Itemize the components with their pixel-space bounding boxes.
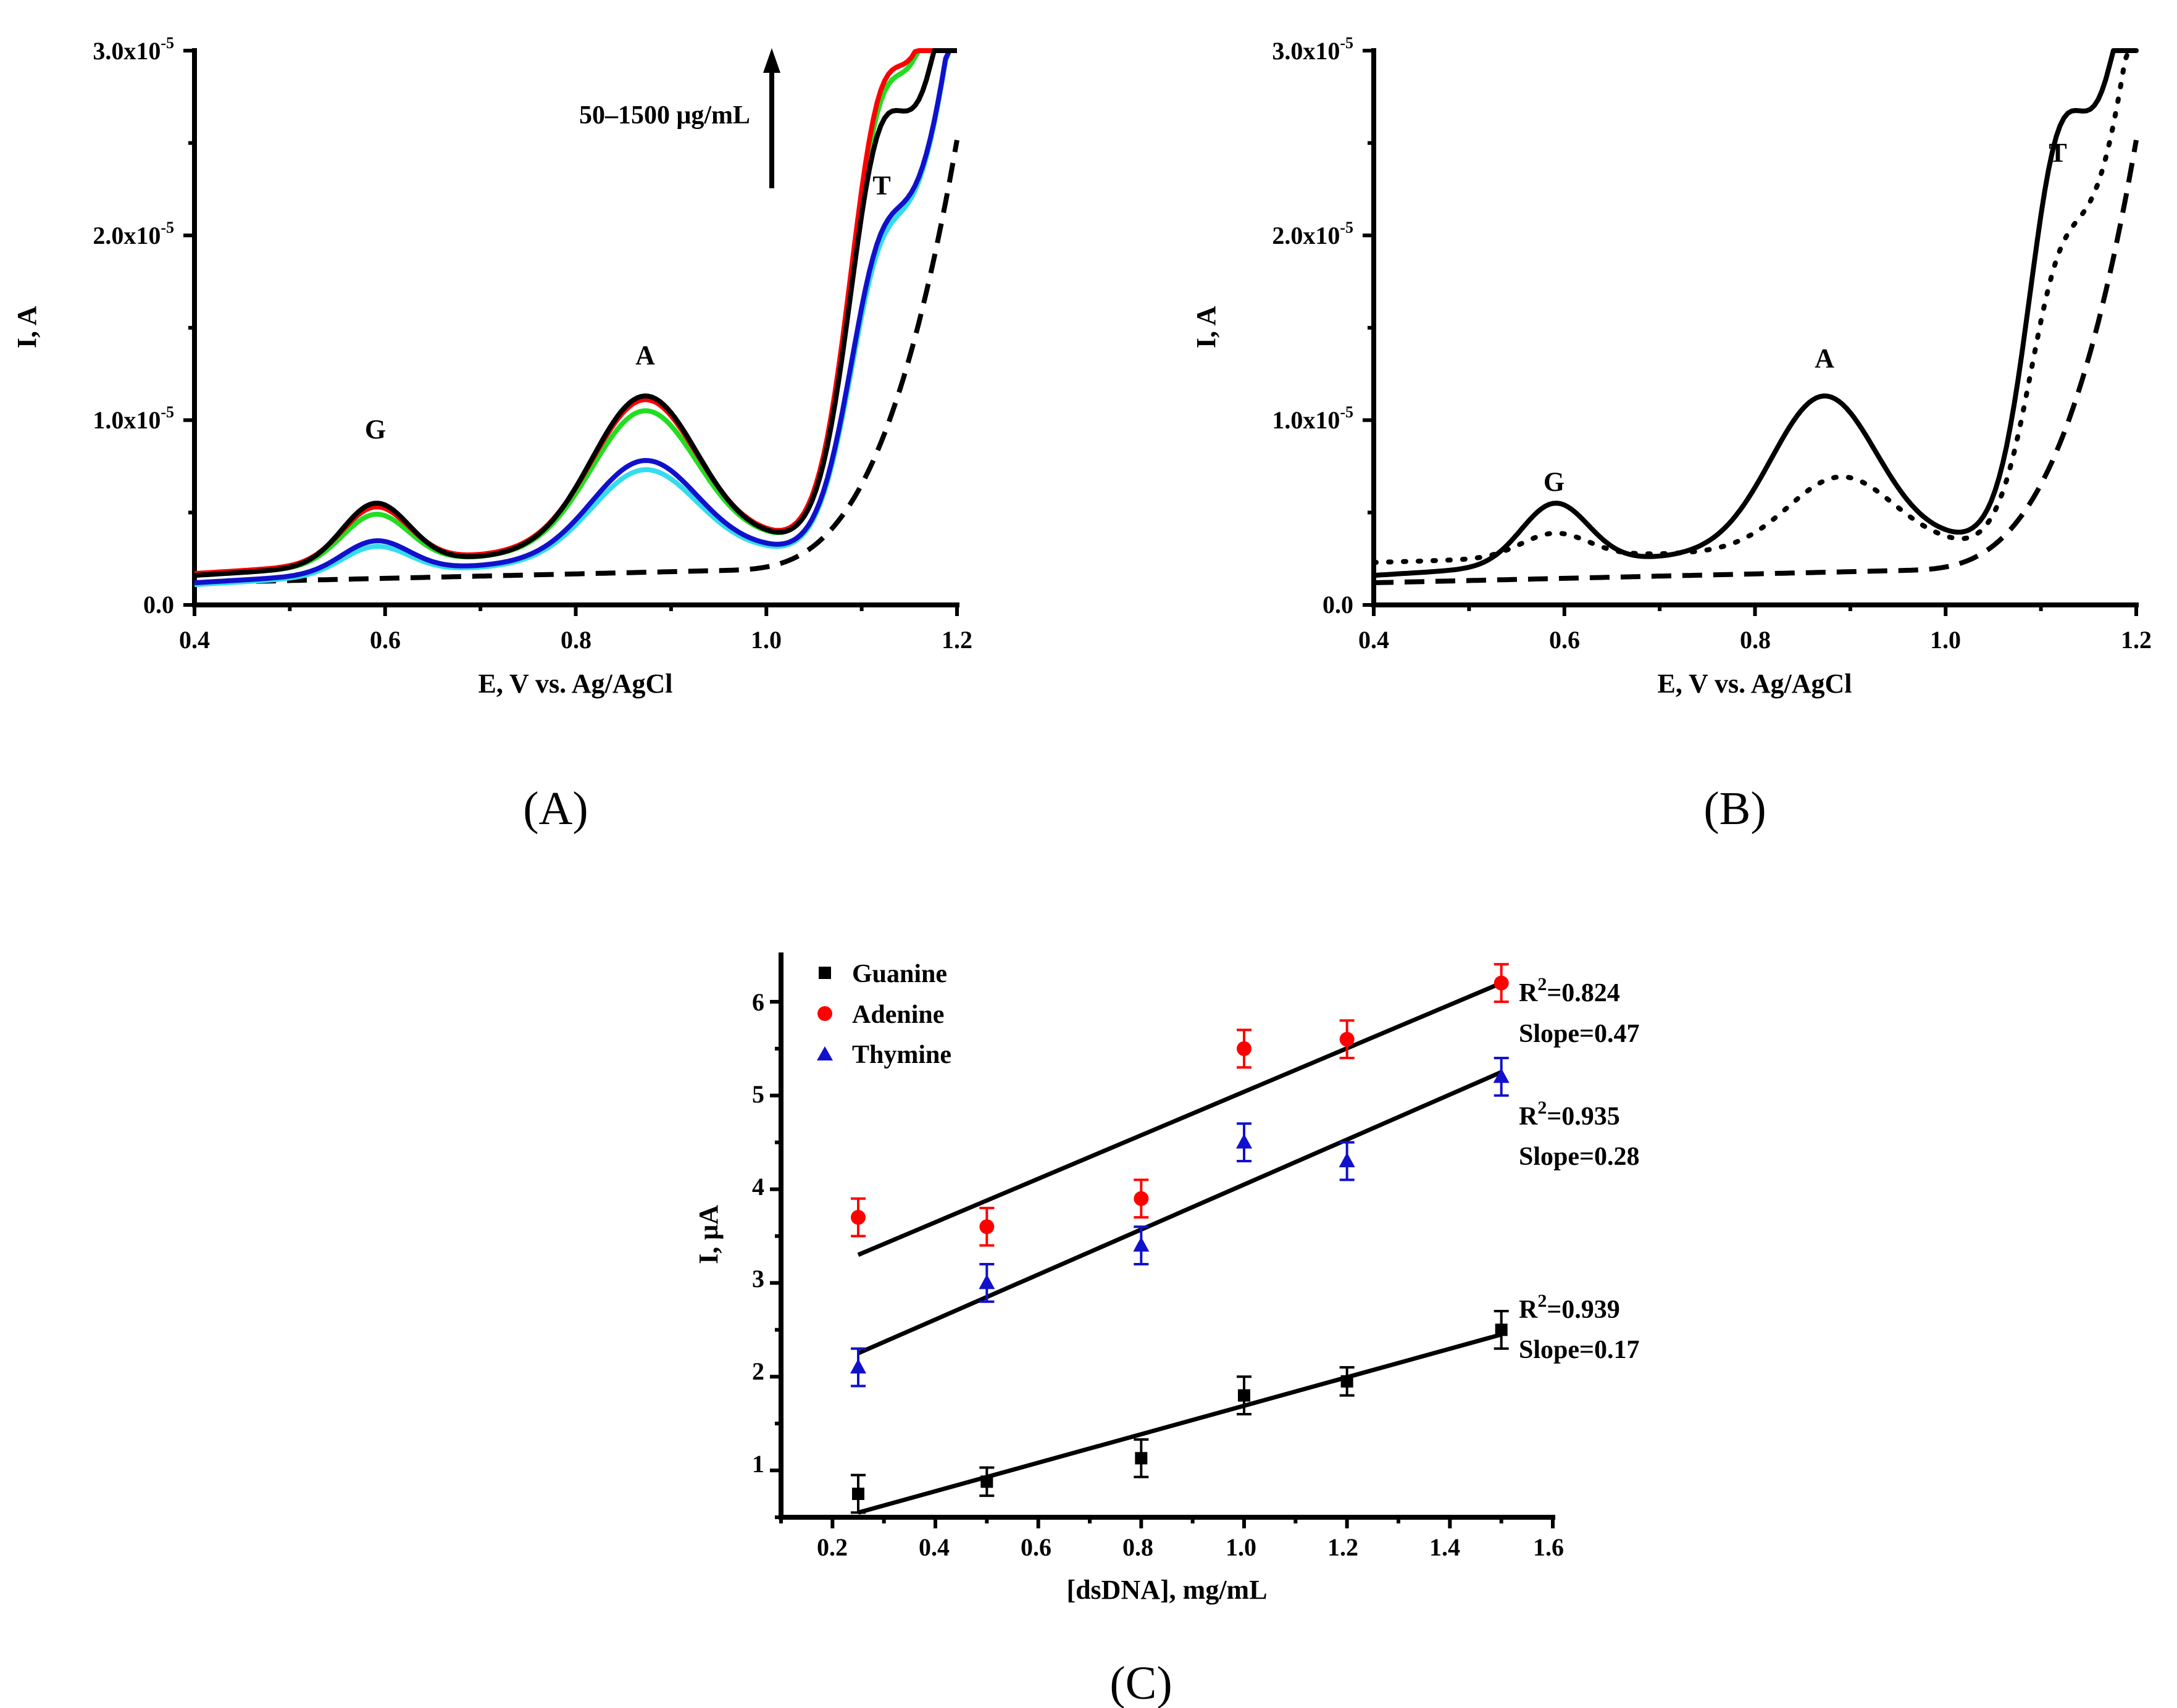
legend-thymine-marker-icon xyxy=(817,1046,833,1060)
panel-a-peak-t-label: T xyxy=(872,170,890,201)
panel-a-caption: (A) xyxy=(523,783,588,835)
adenine-point xyxy=(1339,1031,1355,1047)
panel-b-xtick-2: 0.8 xyxy=(1740,626,1771,654)
panel-a-curve-cyan xyxy=(194,48,957,588)
panel-c-x-label: [dsDNA], mg/mL xyxy=(1066,1575,1267,1605)
panel-b-peak-t-label: T xyxy=(2049,138,2066,168)
panel-a-curve-blank xyxy=(194,140,959,586)
panel-b-chart: 0.0 1.0x10-5 2.0x10-5 3.0x10-5 0.4 0.6 0… xyxy=(1191,34,2152,835)
panel-c-ytick-6: 6 xyxy=(752,988,764,1016)
panel-b-xtick-4: 1.2 xyxy=(2121,626,2152,654)
guanine-point xyxy=(1495,1323,1508,1336)
guanine-point xyxy=(1135,1452,1148,1465)
panel-c-caption: (C) xyxy=(1109,1657,1172,1708)
legend-guanine-marker-icon xyxy=(819,967,831,979)
panel-c-y-label: I, μA xyxy=(693,1205,724,1264)
panel-a-curve-black xyxy=(194,48,957,578)
guanine-point xyxy=(852,1488,864,1501)
thymine-slope-annotation: Slope=0.28 xyxy=(1519,1143,1639,1171)
thymine-point xyxy=(1339,1152,1355,1168)
panel-b-curve-solid xyxy=(1373,48,2136,578)
adenine-point xyxy=(1237,1041,1251,1056)
adenine-r2-annotation: R2=0.824 xyxy=(1519,974,1620,1007)
panel-a-y-label: I, A xyxy=(12,306,42,349)
panel-a-xtick-2: 0.8 xyxy=(561,626,591,654)
panel-b-y-label: I, A xyxy=(1191,306,1221,349)
thymine-point xyxy=(850,1359,866,1374)
guanine-point xyxy=(1340,1375,1353,1388)
thymine-point xyxy=(1493,1068,1510,1083)
guanine-r2-annotation: R2=0.939 xyxy=(1519,1291,1620,1324)
panel-a-ytick-2: 2.0x10-5 xyxy=(93,219,174,249)
panel-a-xtick-4: 1.2 xyxy=(942,626,972,654)
panel-c-ytick-2: 2 xyxy=(752,1357,764,1385)
panel-b-caption: (B) xyxy=(1703,783,1766,835)
panel-a-xtick-3: 1.0 xyxy=(751,626,782,654)
guanine-point xyxy=(980,1475,993,1488)
panel-b-ytick-3: 3.0x10-5 xyxy=(1272,34,1353,65)
panel-a-ytick-0: 0.0 xyxy=(143,591,174,619)
panel-b-xtick-1: 0.6 xyxy=(1549,626,1580,654)
thymine-r2-annotation: R2=0.935 xyxy=(1519,1098,1620,1131)
panel-b-ytick-2: 2.0x10-5 xyxy=(1272,219,1353,249)
panel-b-xtick-0: 0.4 xyxy=(1358,626,1389,654)
adenine-slope-annotation: Slope=0.47 xyxy=(1519,1020,1639,1048)
adenine-point xyxy=(851,1210,866,1225)
panel-a-ytick-3: 3.0x10-5 xyxy=(93,34,174,65)
panel-a-xtick-1: 0.6 xyxy=(370,626,401,654)
adenine-point xyxy=(979,1219,995,1235)
panel-b-peak-g-label: G xyxy=(1544,467,1565,497)
panel-c-xtick-6: 1.4 xyxy=(1429,1533,1460,1561)
panel-a-curve-green xyxy=(194,48,957,578)
panel-c-ytick-1: 1 xyxy=(752,1450,764,1478)
thymine-point xyxy=(979,1274,995,1289)
panel-c-ytick-4: 4 xyxy=(752,1173,764,1201)
panel-a-xtick-0: 0.4 xyxy=(179,626,210,654)
guanine-point xyxy=(1238,1389,1250,1402)
panel-c-xtick-0: 0.2 xyxy=(817,1533,848,1561)
panel-a-ytick-1: 1.0x10-5 xyxy=(93,403,174,434)
thymine-point xyxy=(1133,1236,1150,1252)
guanine-slope-annotation: Slope=0.17 xyxy=(1519,1336,1639,1364)
panel-c-ytick-5: 5 xyxy=(752,1080,764,1108)
legend-guanine-label: Guanine xyxy=(852,960,947,988)
panel-c-chart: 1 2 3 4 5 6 0.2 0.4 0.6 0.8 1.0 1.2 1.4 … xyxy=(693,952,1639,1708)
adenine-fit-line xyxy=(857,981,1503,1257)
panel-a-peak-g-label: G xyxy=(365,414,386,444)
panel-a-arrow-head-icon xyxy=(763,48,780,73)
thymine-point xyxy=(1236,1133,1252,1149)
panel-b-xtick-3: 1.0 xyxy=(1930,626,1961,654)
panel-c-legend: Guanine Adenine Thymine xyxy=(817,960,951,1069)
adenine-point xyxy=(1494,975,1509,991)
legend-adenine-label: Adenine xyxy=(852,1001,944,1029)
panel-c-xtick-3: 0.8 xyxy=(1122,1533,1153,1561)
panel-c-xtick-4: 1.0 xyxy=(1226,1533,1256,1561)
panel-c-ytick-3: 3 xyxy=(752,1265,764,1293)
legend-adenine-marker-icon xyxy=(817,1006,832,1021)
guanine-fit-line xyxy=(858,1332,1502,1515)
panel-a-peak-a-label: A xyxy=(635,340,655,370)
panel-b-peak-a-label: A xyxy=(1815,343,1834,373)
panel-a-chart: 0.0 1.0x10-5 2.0x10-5 3.0x10-5 0.4 0.6 0… xyxy=(12,34,972,835)
panel-a-arrow-label: 50–1500 μg/mL xyxy=(579,101,750,130)
panel-c-xtick-1: 0.4 xyxy=(919,1533,950,1561)
legend-thymine-label: Thymine xyxy=(852,1041,951,1069)
panel-b-ytick-0: 0.0 xyxy=(1322,591,1353,619)
panel-b-curve-blank xyxy=(1373,140,2139,586)
panel-a-curve-blue xyxy=(194,48,957,586)
panel-b-ytick-1: 1.0x10-5 xyxy=(1272,403,1353,434)
panel-c-xtick-5: 1.2 xyxy=(1327,1533,1358,1561)
panel-a-x-label: E, V vs. Ag/AgCl xyxy=(478,669,672,699)
adenine-point xyxy=(1134,1191,1149,1206)
panel-b-x-label: E, V vs. Ag/AgCl xyxy=(1657,669,1852,699)
thymine-fit-line xyxy=(857,1070,1503,1356)
panel-c-xtick-2: 0.6 xyxy=(1021,1533,1051,1561)
panel-c-xtick-7: 1.6 xyxy=(1533,1533,1564,1561)
